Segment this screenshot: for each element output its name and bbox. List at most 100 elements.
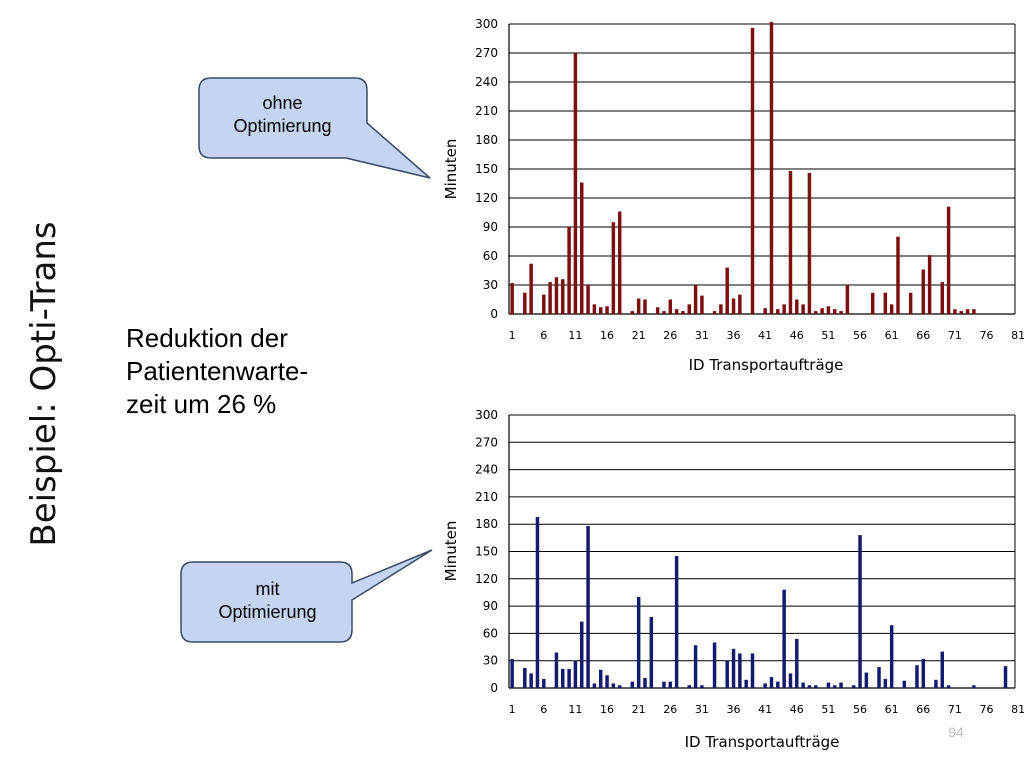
chart-bottom-bar-79 [1003, 666, 1008, 688]
chart-top-ylabel: Minuten [442, 139, 460, 200]
callout-with-optimization: mit Optimierung [190, 578, 345, 624]
chart-bottom-ytick-label: 120 [475, 572, 498, 586]
chart-top-bar-11 [573, 53, 578, 314]
chart-bottom-bar-47 [801, 682, 805, 688]
reduction-line-1: Reduktion der [126, 323, 288, 353]
chart-bottom-bar-14 [592, 683, 597, 688]
chart-bottom-bar-15 [598, 669, 603, 688]
chart-bottom-ytick-label: 60 [483, 626, 498, 640]
chart-top-bar-69 [940, 282, 945, 314]
chart-top-bar-9 [561, 279, 565, 314]
chart-bottom-ylabel: Minuten [442, 521, 460, 582]
chart-top-xtick-label: 46 [790, 329, 804, 342]
callout-without-optimization: ohne Optimierung [205, 92, 360, 138]
chart-bottom-bar-66 [921, 658, 926, 688]
chart-bottom-bar-6 [542, 678, 546, 688]
chart-bottom-bar-52 [832, 685, 837, 688]
chart-bottom-bar-9 [561, 668, 565, 688]
chart-top-bar-62 [896, 236, 900, 314]
chart-bottom-bar-38 [744, 679, 748, 688]
chart-top-bar-70 [946, 206, 951, 314]
chart-top-ytick-label: 210 [475, 104, 498, 118]
chart-top-bar-64 [908, 292, 913, 314]
chart-top-xtick-label: 81 [1011, 329, 1024, 342]
reduction-line-2: Patientenwarte- [126, 356, 309, 386]
chart-bottom-bar-22 [643, 677, 647, 688]
chart-bottom-bar-10 [567, 668, 571, 688]
chart-top-xtick-label: 21 [632, 329, 646, 342]
chart-bottom-ytick-label: 0 [490, 681, 498, 695]
chart-top-bar-28 [681, 311, 685, 314]
chart-bottom-bar-53 [839, 682, 843, 688]
chart-bottom-bar-13 [586, 526, 590, 688]
chart-bottom-bar-57 [864, 672, 869, 688]
chart-top-bar-60 [883, 292, 888, 314]
chart-bottom-bar-23 [649, 617, 654, 688]
chart-top-xtick-label: 16 [600, 329, 614, 342]
chart-top-ytick-label: 90 [483, 220, 498, 234]
chart-top-xtick-label: 61 [885, 329, 899, 342]
chart-bottom-bar-12 [579, 621, 584, 688]
chart-top-xlabel: ID Transportaufträge [689, 356, 844, 374]
chart-bottom-bar-33 [712, 642, 717, 688]
chart-top-xtick-label: 66 [916, 329, 930, 342]
chart-top-ytick-label: 180 [475, 133, 498, 147]
chart-top-bar-71 [953, 309, 957, 314]
chart-top-bar-24 [655, 307, 660, 314]
chart-top-bar-50 [820, 308, 824, 314]
chart-bottom-bar-48 [807, 685, 812, 688]
chart-bottom-xlabel: ID Transportaufträge [685, 733, 840, 751]
chart-top-bar-52 [832, 309, 837, 314]
chart-bottom-ytick-label: 90 [483, 599, 498, 613]
chart-bottom-bar-27 [674, 556, 679, 688]
chart-bottom-bar-65 [915, 665, 919, 688]
chart-top-ytick-label: 60 [483, 249, 498, 263]
chart-top-bar-58 [870, 292, 875, 314]
chart-bottom-bar-26 [668, 681, 673, 688]
chart-top-ytick-label: 270 [475, 46, 498, 60]
chart-top-bar-7 [548, 282, 552, 314]
chart-without-optimization: Minuten ID Transportaufträge 0 30 60 90 120 1… [442, 17, 1024, 374]
chart-top-bar-12 [579, 182, 584, 314]
chart-bottom-xtick-label: 21 [632, 703, 646, 716]
chart-bottom-bar-3 [523, 667, 527, 688]
chart-top-bar-44 [782, 304, 786, 314]
chart-top-bar-13 [586, 285, 590, 314]
chart-top-bar-14 [592, 304, 597, 314]
chart-bottom-xtick-label: 51 [821, 703, 835, 716]
chart-top-bar-73 [965, 309, 970, 314]
chart-top-bar-66 [921, 269, 926, 314]
chart-top-bar-8 [554, 277, 559, 314]
chart-top-bar-72 [959, 311, 963, 314]
chart-bottom-bar-8 [554, 652, 559, 688]
chart-bottom-bar-16 [605, 675, 609, 688]
chart-bottom-bar-18 [617, 685, 622, 688]
chart-bottom-bar-17 [611, 683, 616, 688]
chart-top-bar-53 [839, 311, 843, 314]
chart-bottom-xtick-label: 41 [758, 703, 772, 716]
chart-bottom-bar-74 [972, 685, 976, 688]
chart-bottom-bar-59 [877, 667, 881, 688]
chart-bottom-xtick-label: 56 [853, 703, 867, 716]
callout-bottom-line-1: mit [255, 579, 280, 599]
chart-top-bar-42 [769, 22, 774, 315]
chart-bottom-bar-68 [934, 679, 938, 688]
chart-bottom-xtick-label: 46 [790, 703, 804, 716]
chart-top-bar-25 [662, 311, 666, 314]
chart-bottom-bar-45 [788, 673, 793, 688]
chart-top-bar-54 [845, 285, 850, 314]
chart-bottom-ytick-label: 150 [475, 545, 498, 559]
chart-top-bar-43 [776, 309, 780, 314]
chart-bottom-bar-21 [636, 597, 641, 688]
chart-top-xtick-label: 41 [758, 329, 772, 342]
chart-bottom-bar-31 [700, 685, 704, 688]
reduction-statement: Reduktion der Patientenwarte- zeit um 26… [126, 322, 386, 421]
chart-bottom-ytick-label: 180 [475, 517, 498, 531]
chart-top-bar-36 [731, 298, 736, 314]
chart-top-xtick-label: 31 [695, 329, 709, 342]
chart-bottom-bar-70 [946, 685, 951, 688]
reduction-line-3: zeit um 26 % [126, 389, 277, 419]
chart-bottom-ytick-label: 30 [483, 654, 498, 668]
chart-top-bar-39 [750, 27, 755, 314]
chart-top-xtick-label: 1 [509, 329, 516, 342]
